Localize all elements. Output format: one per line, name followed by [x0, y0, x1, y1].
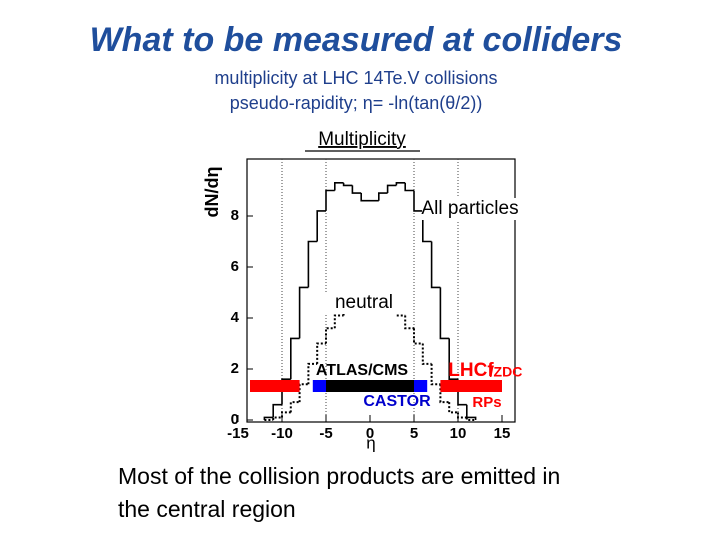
x-tick-label: 5 — [410, 425, 418, 442]
histogram-bin — [307, 240, 318, 288]
histogram-bin — [395, 182, 406, 186]
y-tick-label: 6 — [231, 258, 239, 275]
y-tick-label: 2 — [231, 360, 239, 377]
detector-label: CASTOR — [363, 393, 431, 410]
histogram-bin — [281, 411, 291, 418]
histogram-bin — [386, 184, 397, 194]
slide-title: What to be measured at colliders — [90, 21, 623, 59]
x-tick-label: 15 — [494, 425, 511, 442]
histogram-bin — [316, 210, 326, 242]
label-backdrop — [422, 198, 518, 220]
histogram-bin — [413, 328, 423, 345]
histogram-bin — [466, 404, 477, 420]
histogram-bin — [290, 337, 300, 380]
histogram-bin — [334, 182, 344, 191]
y-axis-label: dN/dη — [202, 167, 222, 218]
x-axis-label: η — [366, 433, 375, 452]
histogram-bin — [342, 182, 353, 187]
subtitle: multiplicity at LHC 14Te.V collisions — [214, 68, 497, 88]
x-tick-label: -15 — [227, 425, 249, 442]
coverage-band — [440, 380, 502, 392]
histogram-bin — [281, 378, 291, 405]
histogram-bin — [404, 182, 414, 192]
histogram-bin — [298, 383, 309, 403]
histogram-bin — [422, 210, 432, 243]
histogram-bin — [413, 190, 423, 212]
plot-frame — [246, 158, 516, 423]
coverage-band — [250, 380, 300, 392]
histogram-bin — [395, 307, 406, 317]
histogram-bin — [307, 362, 318, 385]
histogram-bin — [325, 189, 335, 211]
y-tick-label: 4 — [231, 309, 240, 326]
histogram-bin — [457, 412, 467, 419]
chart: 0 2 4 6 8 -15 -10 -5 0 5 10 15 η dN/dη All particles ne… — [202, 158, 523, 452]
label-backdrop — [316, 292, 412, 314]
histogram-bin — [289, 401, 300, 413]
histogram-bin — [333, 314, 344, 329]
x-tick-label: -5 — [319, 425, 332, 442]
histogram-bin — [430, 363, 441, 386]
coverage-band — [312, 380, 326, 392]
caption: the central region — [118, 496, 296, 522]
caption: Most of the collision products are emitt… — [118, 463, 560, 489]
histogram-bin — [351, 185, 362, 194]
histogram-bin — [421, 343, 432, 365]
x-tick-label: 10 — [450, 425, 467, 442]
series-label: All particles — [421, 198, 518, 219]
histogram-bin — [448, 338, 458, 380]
histogram-bin — [430, 241, 441, 289]
histogram-bin — [272, 403, 282, 418]
histogram-bin — [439, 287, 450, 340]
detector-label: /ZDC — [490, 364, 523, 380]
histogram-bin — [378, 192, 388, 201]
y-tick-label: 8 — [231, 207, 239, 224]
histogram-bin — [465, 417, 476, 421]
coverage-band — [326, 380, 414, 392]
y-tick-label: 0 — [231, 411, 239, 428]
detector-label: LHCf — [448, 360, 494, 381]
coverage-band — [414, 380, 428, 392]
histogram-bin — [448, 402, 458, 414]
histogram-bin — [272, 416, 282, 420]
detector-label: RPs — [472, 394, 501, 411]
subtitle: pseudo-rapidity; η= -ln(tan(θ/2)) — [230, 93, 483, 113]
series-label: neutral — [335, 292, 393, 313]
x-tick-label: 0 — [366, 425, 374, 442]
x-tick-label: -10 — [271, 425, 293, 442]
histogram-bin — [298, 286, 309, 339]
histogram-bin — [325, 327, 335, 344]
detector-label: ATLAS/CMS — [316, 362, 408, 379]
heading: Multiplicity — [318, 129, 406, 150]
histogram-bin — [316, 342, 326, 364]
histogram-bin — [360, 193, 370, 202]
histogram-bin — [404, 315, 414, 330]
